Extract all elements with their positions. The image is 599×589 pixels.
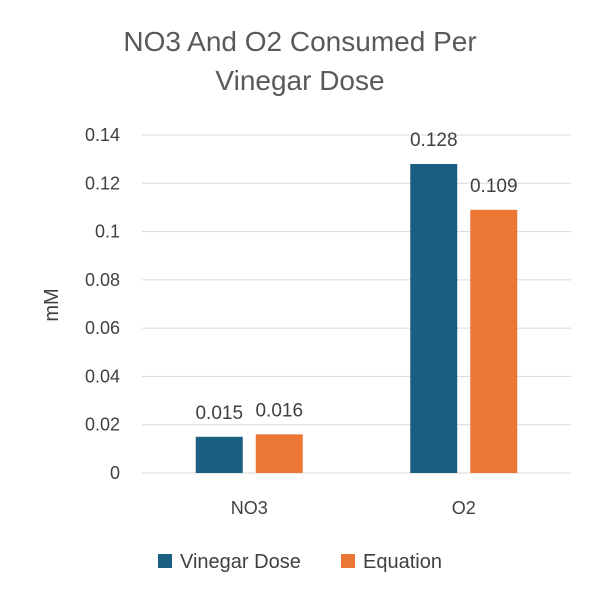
legend-swatch <box>341 554 355 568</box>
x-axis-tick-labels: NO3 O2 <box>231 498 476 518</box>
y-tick-label: 0.1 <box>95 222 120 242</box>
legend-swatch <box>158 554 172 568</box>
y-axis-title: mM <box>41 288 63 321</box>
legend-label: Vinegar Dose <box>180 551 301 573</box>
gridlines <box>142 134 571 474</box>
bar-equation-no3 <box>255 434 303 473</box>
legend-label: Equation <box>363 551 442 573</box>
chart-title-line-2: Vinegar Dose <box>215 65 384 96</box>
data-label: 0.015 <box>195 403 243 424</box>
y-tick-label: 0.02 <box>85 415 120 435</box>
bar-vinegar-dose-o2 <box>410 163 458 473</box>
legend: Vinegar Dose Equation <box>158 551 442 573</box>
y-tick-label: 0.12 <box>85 173 120 193</box>
bar-vinegar-dose-no3 <box>195 436 243 473</box>
x-tick-label: NO3 <box>231 498 268 518</box>
data-labels: 0.015 0.016 0.128 0.109 <box>195 130 517 424</box>
y-tick-label: 0.08 <box>85 270 120 290</box>
data-label: 0.128 <box>410 130 458 151</box>
y-tick-label: 0 <box>110 463 120 483</box>
bars <box>195 163 518 474</box>
x-tick-label: O2 <box>452 498 476 518</box>
data-label: 0.016 <box>255 400 303 421</box>
y-tick-label: 0.14 <box>85 125 120 145</box>
chart-title-line-1: NO3 And O2 Consumed Per <box>123 26 476 57</box>
data-label: 0.109 <box>470 176 518 197</box>
y-tick-label: 0.06 <box>85 318 120 338</box>
bar-equation-o2 <box>470 209 518 474</box>
y-axis-tick-labels: 0 0.02 0.04 0.06 0.08 0.1 0.12 0.14 <box>85 125 120 483</box>
y-tick-label: 0.04 <box>85 366 120 386</box>
